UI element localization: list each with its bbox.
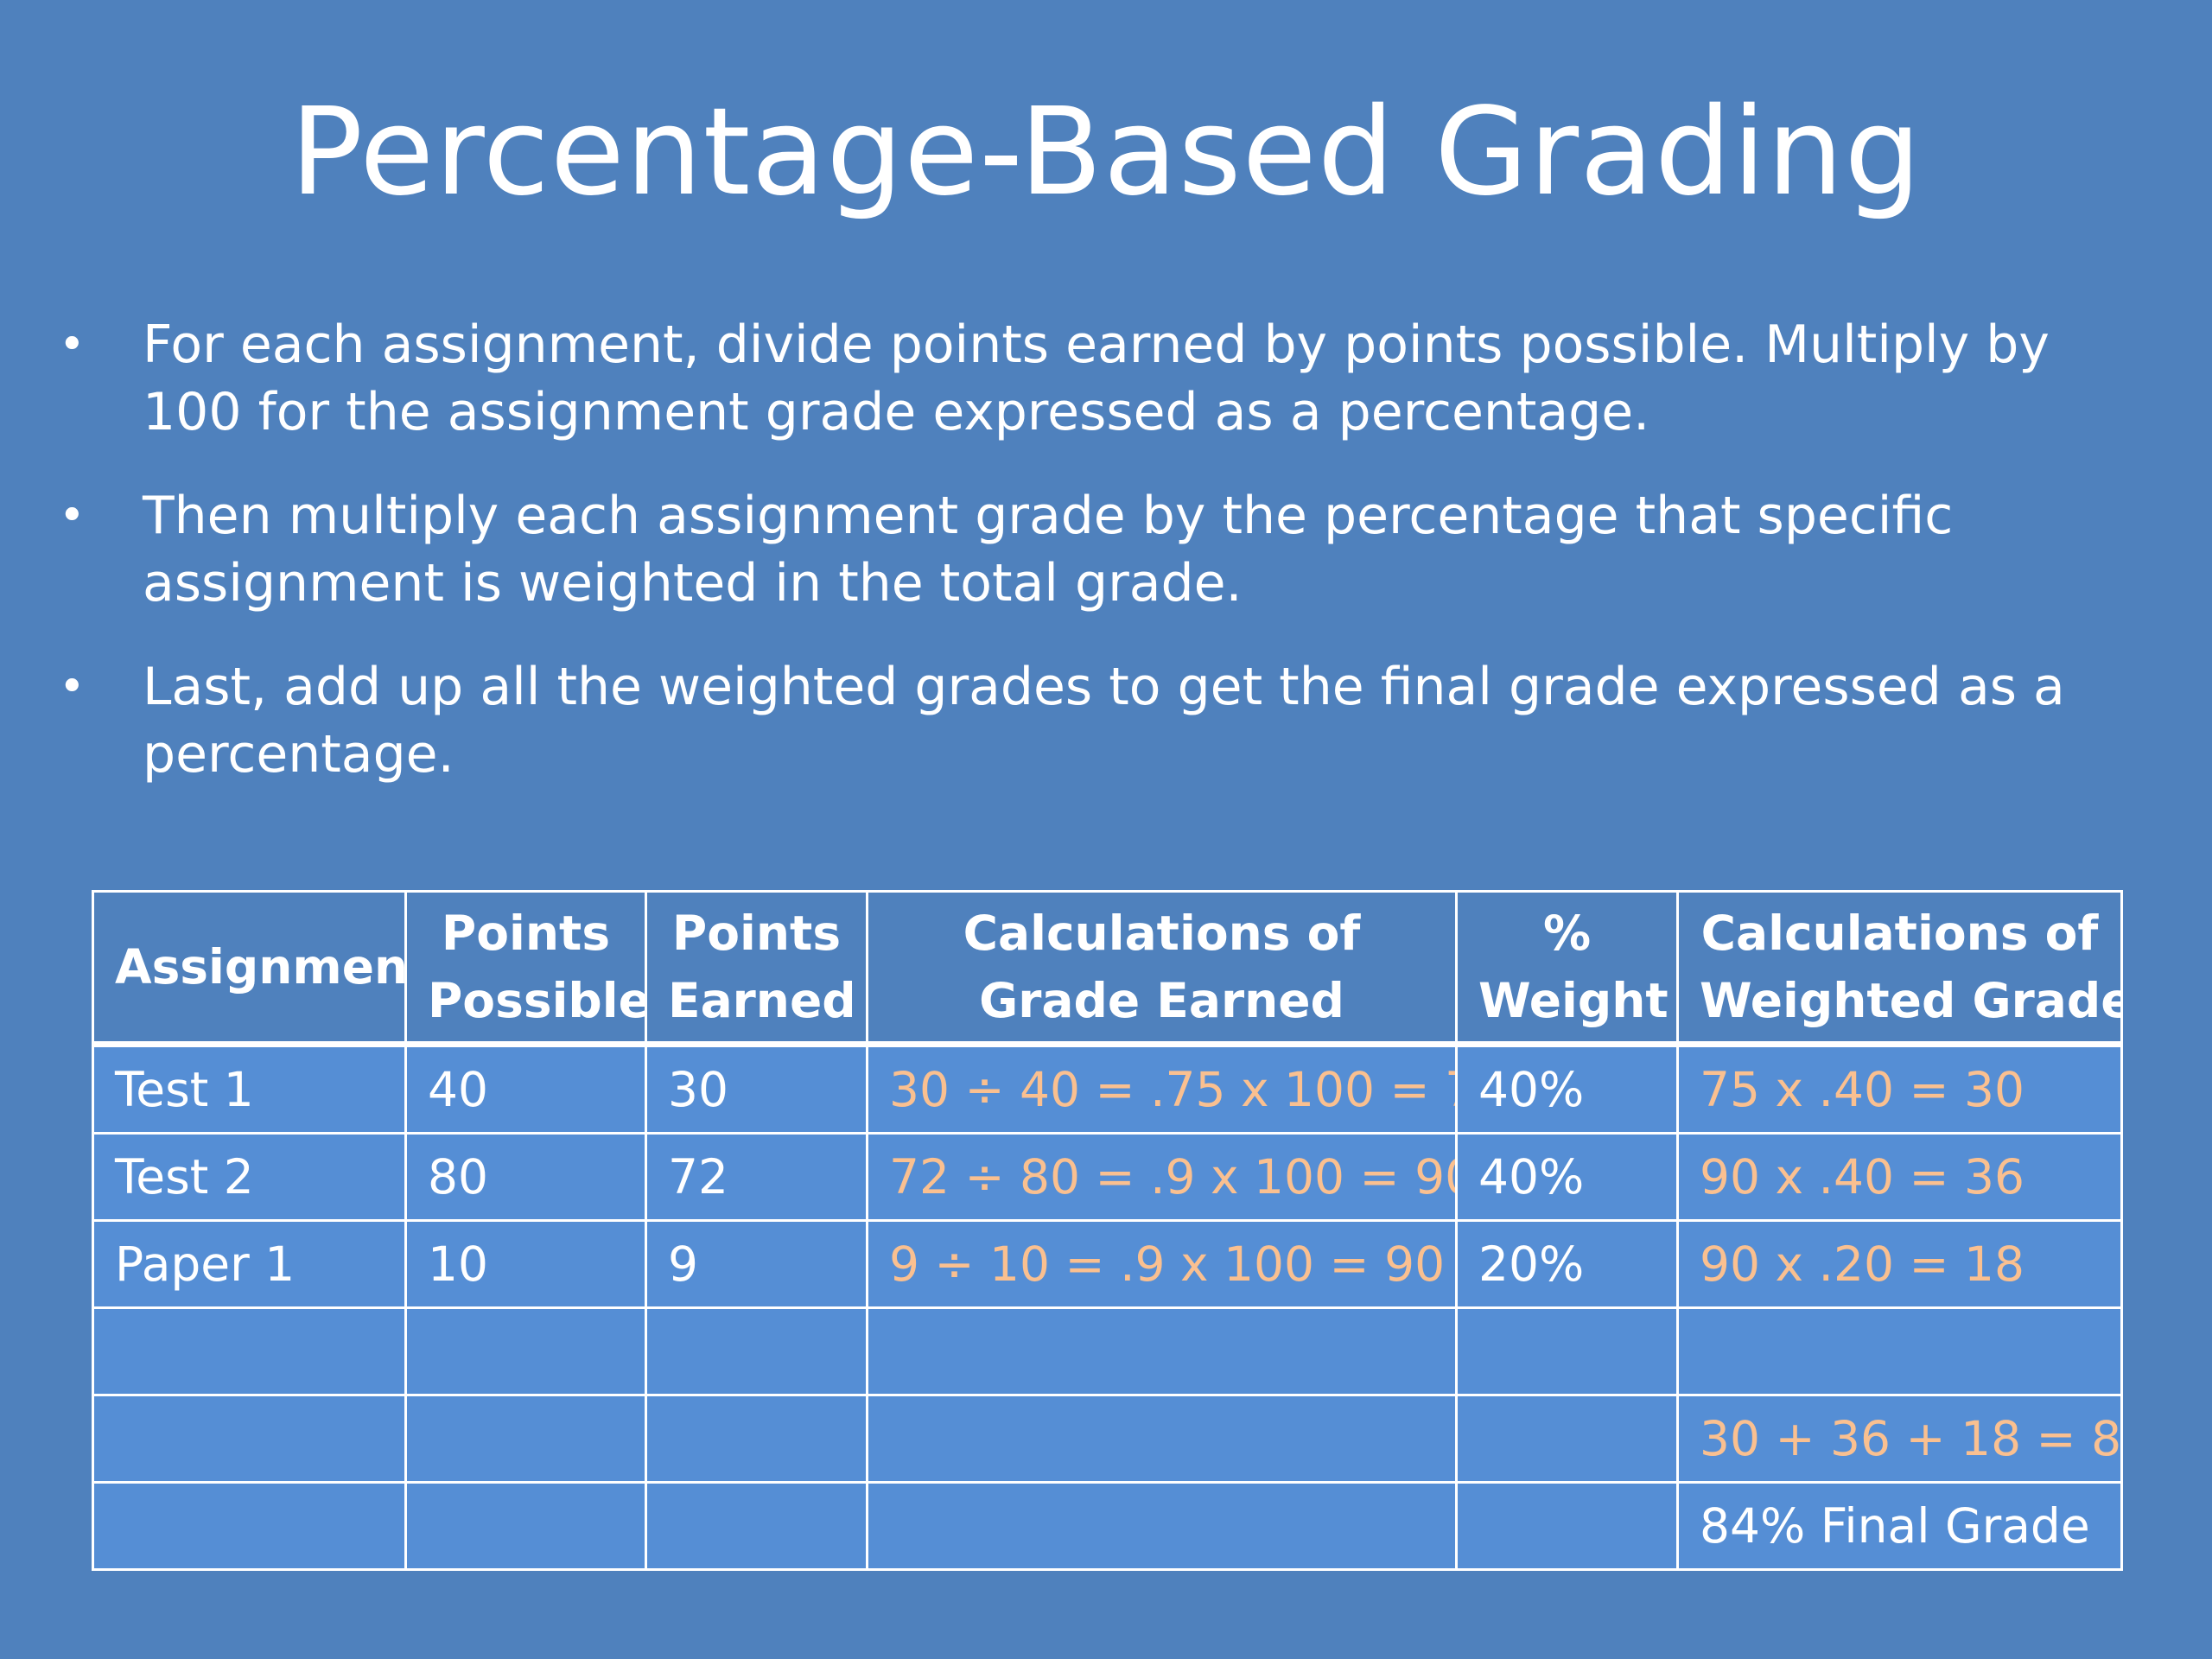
cell-weighted-calculation: 75 x .40 = 30 [1676,1043,2123,1135]
bullet-text: Then multiply each assignment grade by t… [143,486,1954,613]
cell-weighted-calculation: 90 x .40 = 36 [1676,1132,2123,1222]
cell-empty [92,1394,407,1484]
cell-points-possible: 40 [404,1043,647,1135]
bullet-text: For each assignment, divide points earne… [143,315,2050,442]
bullet-item: • Last, add up all the weighted grades t… [52,653,2091,788]
cell-weighted-calculation: 90 x .20 = 18 [1676,1219,2123,1309]
cell-sum-calculation: 30 + 36 + 18 = 84 [1676,1394,2123,1484]
cell-final-grade: 84% Final Grade [1676,1481,2123,1571]
cell-empty [1455,1394,1679,1484]
slide-title: Percentage-Based Grading [289,82,1923,223]
bullet-item: • For each assignment, divide points ear… [52,311,2091,446]
table-header-row: Assignment Points Possible Points Earned C… [92,890,2123,1047]
bullet-dot-icon: • [59,661,86,713]
grading-table: Assignment Points Possible Points Earned C… [92,890,2123,1571]
cell-weight: 40% [1455,1132,1679,1222]
header-calculations-weighted-grade: Calculations of Weighted Grade [1676,890,2123,1047]
cell-points-earned: 30 [645,1043,868,1135]
header-percent-weight: % Weight [1455,890,1679,1047]
cell-grade-calculation: 9 ÷ 10 = .9 x 100 = 90 [866,1219,1458,1309]
cell-assignment: Test 1 [92,1043,407,1135]
cell-empty [1676,1306,2123,1396]
cell-empty [866,1306,1458,1396]
cell-points-earned: 72 [645,1132,868,1222]
cell-grade-calculation: 72 ÷ 80 = .9 x 100 = 90 [866,1132,1458,1222]
table-row: Test 1 40 30 30 ÷ 40 = .75 x 100 = 75 40… [92,1043,2123,1135]
cell-empty [645,1481,868,1571]
cell-grade-calculation: 30 ÷ 40 = .75 x 100 = 75 [866,1043,1458,1135]
header-points-possible: Points Possible [404,890,647,1047]
cell-empty [404,1306,647,1396]
header-calculations-grade-earned: Calculations of Grade Earned [866,890,1458,1047]
bullet-text: Last, add up all the weighted grades to … [143,657,2065,785]
cell-empty [645,1306,868,1396]
table-row-empty [92,1306,2123,1396]
cell-empty [92,1481,407,1571]
cell-points-possible: 10 [404,1219,647,1309]
bullet-list: • For each assignment, divide points ear… [52,311,2091,824]
cell-weight: 40% [1455,1043,1679,1135]
cell-weight: 20% [1455,1219,1679,1309]
bullet-item: • Then multiply each assignment grade by… [52,482,2091,617]
cell-empty [1455,1306,1679,1396]
cell-points-earned: 9 [645,1219,868,1309]
header-points-earned: Points Earned [645,890,868,1047]
table-row: Paper 1 10 9 9 ÷ 10 = .9 x 100 = 90 20% … [92,1219,2123,1309]
cell-empty [404,1394,647,1484]
cell-points-possible: 80 [404,1132,647,1222]
cell-assignment: Test 2 [92,1132,407,1222]
header-assignment: Assignment [92,890,407,1047]
bullet-dot-icon: • [59,319,86,371]
cell-empty [92,1306,407,1396]
cell-empty [866,1481,1458,1571]
table-row: Test 2 80 72 72 ÷ 80 = .9 x 100 = 90 40%… [92,1132,2123,1222]
cell-assignment: Paper 1 [92,1219,407,1309]
bullet-dot-icon: • [59,490,86,542]
cell-empty [1455,1481,1679,1571]
cell-empty [866,1394,1458,1484]
cell-empty [645,1394,868,1484]
cell-empty [404,1481,647,1571]
table-row-final: 84% Final Grade [92,1481,2123,1571]
table-row-sum: 30 + 36 + 18 = 84 [92,1394,2123,1484]
